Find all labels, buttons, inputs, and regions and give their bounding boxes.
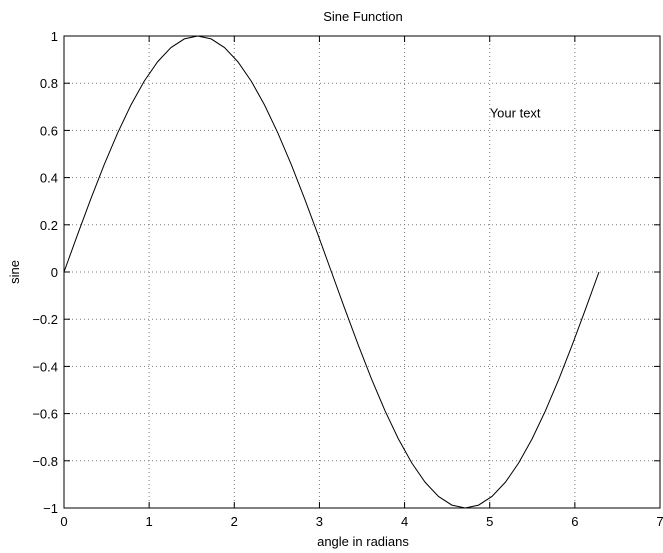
- y-tick-label: 0.4: [40, 171, 58, 186]
- x-tick-label: 3: [316, 514, 323, 529]
- x-axis-label: angle in radians: [317, 534, 409, 549]
- annotation-text: Your text: [490, 106, 541, 121]
- x-tick-label: 6: [571, 514, 578, 529]
- chart-title: Sine Function: [323, 9, 403, 24]
- y-tick-label: 0.6: [40, 123, 58, 138]
- x-tick-label: 5: [486, 514, 493, 529]
- x-tick-label: 0: [60, 514, 67, 529]
- tick-labels: 0 1 2 3 4 5 6 7 −1 −0.8 −0.6 −0.4 −0.2 0 0.2 0.4 0.6 0.8 1: [32, 29, 663, 529]
- x-tick-label: 1: [146, 514, 153, 529]
- annotations: Your text: [490, 106, 541, 121]
- axis-ticks: [63, 35, 661, 509]
- x-tick-label: 4: [401, 514, 408, 529]
- x-tick-label: 7: [656, 514, 663, 529]
- y-axis-label: sine: [7, 260, 22, 284]
- grid: [64, 36, 660, 508]
- y-tick-label: −0.4: [32, 359, 58, 374]
- series-line-0: [63, 35, 600, 509]
- plot-frame: [63, 35, 661, 509]
- y-tick-label: 0.8: [40, 76, 58, 91]
- y-tick-label: 0.2: [40, 218, 58, 233]
- y-tick-label: 0: [51, 265, 58, 280]
- y-tick-label: −0.8: [32, 454, 58, 469]
- x-tick-label: 2: [231, 514, 238, 529]
- y-tick-label: −0.2: [32, 312, 58, 327]
- y-tick-label: −0.6: [32, 407, 58, 422]
- series: [63, 35, 600, 509]
- y-tick-label: 1: [51, 29, 58, 44]
- y-tick-label: −1: [43, 501, 58, 516]
